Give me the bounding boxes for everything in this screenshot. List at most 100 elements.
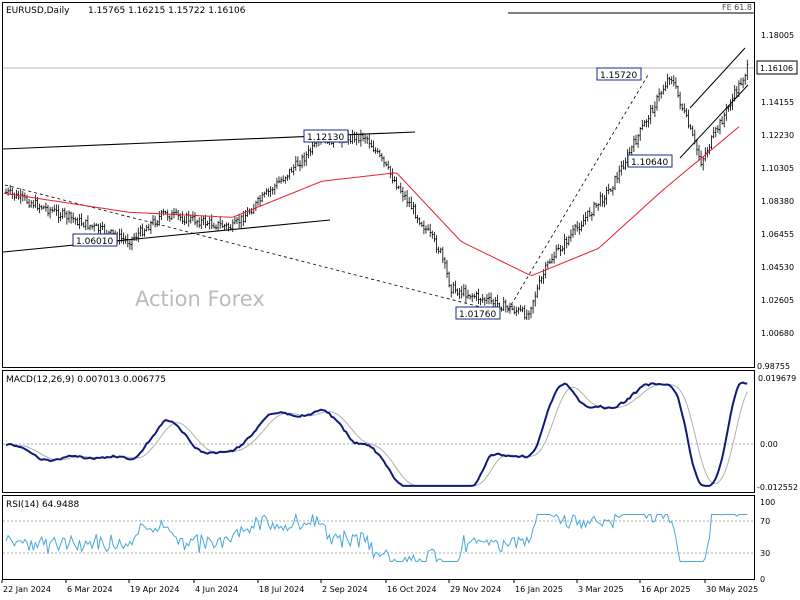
price-bar xyxy=(275,177,278,189)
price-bar xyxy=(710,135,713,150)
price-bar xyxy=(362,132,364,142)
price-bar xyxy=(141,223,144,237)
price-bar xyxy=(34,194,37,208)
price-bar xyxy=(488,292,490,305)
price-bar xyxy=(572,225,574,238)
price-bar xyxy=(418,217,421,226)
annotation-low-2-label: 1.01760 xyxy=(459,310,496,320)
price-bar xyxy=(660,90,663,99)
price-bar xyxy=(460,286,463,299)
price-bar xyxy=(620,161,623,176)
price-tick: 1.06455 xyxy=(761,230,794,239)
price-bar xyxy=(231,219,234,233)
price-bar xyxy=(225,222,228,230)
date-axis: 22 Jan 2024 6 Mar 2024 19 Apr 2024 4 Jun 20… xyxy=(1,580,758,594)
price-bar xyxy=(586,210,589,222)
price-bar xyxy=(391,168,394,184)
price-bar xyxy=(99,223,102,234)
date-tick-label: 22 Jan 2024 xyxy=(3,585,51,594)
price-bar xyxy=(712,126,715,139)
price-bar xyxy=(395,176,398,190)
price-bar xyxy=(181,211,184,225)
price-tick: 1.04530 xyxy=(761,263,794,272)
price-bar xyxy=(412,202,415,215)
date-tick-label: 30 May 2025 xyxy=(706,585,758,594)
price-bar xyxy=(532,299,535,314)
price-bar xyxy=(490,292,493,305)
annotation-high-2: 1.15720 xyxy=(596,67,642,81)
price-bar xyxy=(292,164,295,176)
price-bar xyxy=(677,85,679,98)
price-bar xyxy=(110,229,112,235)
price-bar xyxy=(240,215,243,228)
price-bar xyxy=(133,233,136,241)
price-bar xyxy=(223,223,226,231)
price-bar xyxy=(273,183,276,195)
price-bar xyxy=(15,189,18,199)
price-bar xyxy=(685,108,688,118)
price-bar xyxy=(86,215,89,230)
price-bar xyxy=(278,176,280,184)
rsi-line xyxy=(5,512,748,563)
rsi-panel-frame xyxy=(2,495,755,580)
price-bar xyxy=(632,135,635,152)
price-bar xyxy=(609,188,612,192)
price-bar xyxy=(624,157,627,171)
price-bar xyxy=(154,215,157,228)
price-bar xyxy=(49,206,52,219)
price-bar xyxy=(672,75,675,87)
price-bar xyxy=(28,199,31,209)
price-bar xyxy=(574,223,577,236)
price-panel-frame xyxy=(2,2,755,368)
price-bar xyxy=(601,193,604,207)
price-bar xyxy=(521,306,524,313)
price-bar xyxy=(561,245,564,252)
price-bar xyxy=(687,109,690,129)
price-bar xyxy=(282,175,285,183)
price-bar xyxy=(649,104,652,125)
price-bar xyxy=(68,210,70,223)
price-bar xyxy=(89,224,91,231)
price-bar xyxy=(351,129,354,145)
trendline-lower xyxy=(2,219,331,253)
price-bar xyxy=(733,85,736,102)
price-tick: 1.14155 xyxy=(761,98,794,107)
price-bar xyxy=(42,205,45,210)
price-bar xyxy=(63,207,66,218)
rsi-label: RSI(14) 64.9488 xyxy=(6,500,79,510)
price-bar xyxy=(658,88,661,102)
price-bar xyxy=(410,196,413,210)
price-bar xyxy=(565,236,568,249)
price-bar xyxy=(483,297,486,306)
price-bar xyxy=(702,156,705,171)
price-bar xyxy=(643,120,646,127)
price-bar xyxy=(366,135,369,144)
price-bar xyxy=(368,133,371,149)
price-bar xyxy=(439,247,442,254)
price-bar xyxy=(443,256,446,269)
date-tick-label: 16 Oct 2024 xyxy=(387,585,436,594)
price-bar xyxy=(467,289,469,299)
price-bar xyxy=(729,99,732,111)
price-bar xyxy=(166,209,169,221)
watermark: Action Forex xyxy=(135,287,265,311)
price-bar xyxy=(683,103,686,114)
price-bar xyxy=(296,156,299,167)
price-bar xyxy=(607,183,610,195)
price-bar xyxy=(695,138,698,156)
price-bar xyxy=(517,306,520,314)
price-bar xyxy=(469,294,472,300)
price-bar xyxy=(95,223,98,227)
price-axis: 1.18005 1.14155 1.12230 1.10305 1.08380 … xyxy=(757,31,794,371)
price-bar xyxy=(580,220,583,232)
price-bar xyxy=(263,191,266,198)
fe-label: FE 61.8 xyxy=(722,3,752,12)
price-bar xyxy=(160,210,163,220)
macd-panel-frame xyxy=(2,370,755,493)
price-bar xyxy=(630,145,633,156)
date-tick-label: 29 Nov 2024 xyxy=(450,585,501,594)
price-bar xyxy=(32,200,35,209)
price-bar xyxy=(559,245,562,257)
price-bar xyxy=(479,297,482,306)
price-bar xyxy=(271,186,274,195)
